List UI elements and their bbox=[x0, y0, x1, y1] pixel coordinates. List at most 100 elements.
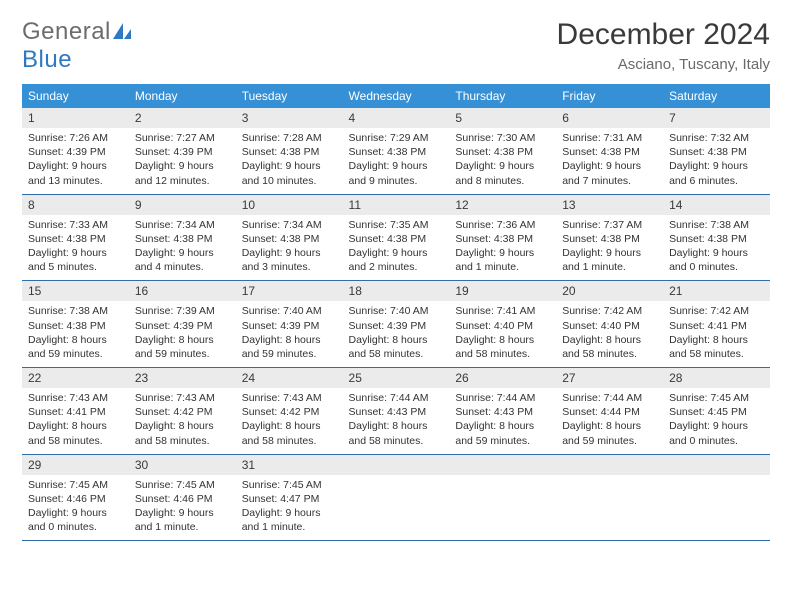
day-body-cell: Sunrise: 7:29 AMSunset: 4:38 PMDaylight:… bbox=[343, 128, 450, 194]
day-number-cell: 22 bbox=[22, 368, 129, 389]
daylight-line2: and 58 minutes. bbox=[28, 434, 123, 448]
daylight-line2: and 58 minutes. bbox=[135, 434, 230, 448]
sunset-text: Sunset: 4:43 PM bbox=[349, 405, 444, 419]
day-body-cell: Sunrise: 7:34 AMSunset: 4:38 PMDaylight:… bbox=[129, 215, 236, 281]
day-body-cell: Sunrise: 7:31 AMSunset: 4:38 PMDaylight:… bbox=[556, 128, 663, 194]
day-body-cell: Sunrise: 7:45 AMSunset: 4:46 PMDaylight:… bbox=[22, 475, 129, 541]
daylight-line1: Daylight: 9 hours bbox=[28, 159, 123, 173]
daylight-line1: Daylight: 8 hours bbox=[455, 419, 550, 433]
day-body-cell: Sunrise: 7:38 AMSunset: 4:38 PMDaylight:… bbox=[22, 301, 129, 367]
day-body-cell: Sunrise: 7:44 AMSunset: 4:43 PMDaylight:… bbox=[449, 388, 556, 454]
daylight-line2: and 13 minutes. bbox=[28, 174, 123, 188]
day-number-cell bbox=[556, 454, 663, 475]
day-body-cell: Sunrise: 7:40 AMSunset: 4:39 PMDaylight:… bbox=[343, 301, 450, 367]
sunset-text: Sunset: 4:42 PM bbox=[135, 405, 230, 419]
sunset-text: Sunset: 4:38 PM bbox=[562, 145, 657, 159]
day-number-row: 15161718192021 bbox=[22, 281, 770, 302]
sunrise-text: Sunrise: 7:34 AM bbox=[242, 218, 337, 232]
daylight-line2: and 59 minutes. bbox=[562, 434, 657, 448]
day-body-row: Sunrise: 7:38 AMSunset: 4:38 PMDaylight:… bbox=[22, 301, 770, 367]
sunrise-text: Sunrise: 7:44 AM bbox=[562, 391, 657, 405]
daylight-line2: and 58 minutes. bbox=[455, 347, 550, 361]
sunset-text: Sunset: 4:43 PM bbox=[455, 405, 550, 419]
day-body-cell: Sunrise: 7:41 AMSunset: 4:40 PMDaylight:… bbox=[449, 301, 556, 367]
sunset-text: Sunset: 4:38 PM bbox=[349, 145, 444, 159]
day-number-cell: 25 bbox=[343, 368, 450, 389]
sunset-text: Sunset: 4:46 PM bbox=[28, 492, 123, 506]
day-number-cell: 11 bbox=[343, 194, 450, 215]
daylight-line2: and 58 minutes. bbox=[349, 347, 444, 361]
daylight-line1: Daylight: 8 hours bbox=[349, 419, 444, 433]
daylight-line1: Daylight: 8 hours bbox=[455, 333, 550, 347]
day-body-cell: Sunrise: 7:34 AMSunset: 4:38 PMDaylight:… bbox=[236, 215, 343, 281]
sunrise-text: Sunrise: 7:30 AM bbox=[455, 131, 550, 145]
daylight-line2: and 1 minute. bbox=[562, 260, 657, 274]
day-number-cell: 18 bbox=[343, 281, 450, 302]
day-body-cell: Sunrise: 7:42 AMSunset: 4:40 PMDaylight:… bbox=[556, 301, 663, 367]
daylight-line2: and 4 minutes. bbox=[135, 260, 230, 274]
daylight-line1: Daylight: 9 hours bbox=[455, 246, 550, 260]
daylight-line2: and 5 minutes. bbox=[28, 260, 123, 274]
day-number-cell: 19 bbox=[449, 281, 556, 302]
daylight-line1: Daylight: 9 hours bbox=[669, 419, 764, 433]
sunrise-text: Sunrise: 7:26 AM bbox=[28, 131, 123, 145]
sunrise-text: Sunrise: 7:39 AM bbox=[135, 304, 230, 318]
sunset-text: Sunset: 4:38 PM bbox=[349, 232, 444, 246]
location-subtitle: Asciano, Tuscany, Italy bbox=[557, 56, 770, 73]
daylight-line1: Daylight: 8 hours bbox=[562, 333, 657, 347]
sunset-text: Sunset: 4:38 PM bbox=[455, 145, 550, 159]
sunrise-text: Sunrise: 7:42 AM bbox=[562, 304, 657, 318]
sunset-text: Sunset: 4:41 PM bbox=[669, 319, 764, 333]
day-number-row: 22232425262728 bbox=[22, 368, 770, 389]
day-body-cell: Sunrise: 7:39 AMSunset: 4:39 PMDaylight:… bbox=[129, 301, 236, 367]
day-number-cell: 2 bbox=[129, 108, 236, 128]
sunset-text: Sunset: 4:39 PM bbox=[242, 319, 337, 333]
daylight-line2: and 3 minutes. bbox=[242, 260, 337, 274]
daylight-line1: Daylight: 9 hours bbox=[242, 246, 337, 260]
day-number-cell: 29 bbox=[22, 454, 129, 475]
sunrise-text: Sunrise: 7:34 AM bbox=[135, 218, 230, 232]
sunrise-text: Sunrise: 7:40 AM bbox=[349, 304, 444, 318]
daylight-line2: and 6 minutes. bbox=[669, 174, 764, 188]
sunset-text: Sunset: 4:45 PM bbox=[669, 405, 764, 419]
day-body-cell: Sunrise: 7:43 AMSunset: 4:42 PMDaylight:… bbox=[129, 388, 236, 454]
sunset-text: Sunset: 4:39 PM bbox=[135, 145, 230, 159]
day-body-cell: Sunrise: 7:28 AMSunset: 4:38 PMDaylight:… bbox=[236, 128, 343, 194]
day-number-row: 1234567 bbox=[22, 108, 770, 128]
sunset-text: Sunset: 4:40 PM bbox=[562, 319, 657, 333]
day-number-cell: 12 bbox=[449, 194, 556, 215]
daylight-line1: Daylight: 9 hours bbox=[349, 159, 444, 173]
day-body-cell: Sunrise: 7:35 AMSunset: 4:38 PMDaylight:… bbox=[343, 215, 450, 281]
daylight-line1: Daylight: 8 hours bbox=[669, 333, 764, 347]
daylight-line1: Daylight: 8 hours bbox=[242, 333, 337, 347]
daylight-line2: and 2 minutes. bbox=[349, 260, 444, 274]
day-body-cell bbox=[449, 475, 556, 541]
day-body-cell: Sunrise: 7:40 AMSunset: 4:39 PMDaylight:… bbox=[236, 301, 343, 367]
day-number-cell: 21 bbox=[663, 281, 770, 302]
day-number-cell bbox=[663, 454, 770, 475]
daylight-line2: and 0 minutes. bbox=[28, 520, 123, 534]
day-number-cell: 23 bbox=[129, 368, 236, 389]
daylight-line1: Daylight: 9 hours bbox=[669, 159, 764, 173]
sunset-text: Sunset: 4:44 PM bbox=[562, 405, 657, 419]
sunrise-text: Sunrise: 7:37 AM bbox=[562, 218, 657, 232]
daylight-line1: Daylight: 9 hours bbox=[135, 506, 230, 520]
daylight-line2: and 7 minutes. bbox=[562, 174, 657, 188]
day-body-row: Sunrise: 7:26 AM Sunset: 4:39 PM Daylight:… bbox=[22, 128, 770, 194]
sunrise-text: Sunrise: 7:38 AM bbox=[669, 218, 764, 232]
sunset-text: Sunset: 4:38 PM bbox=[669, 232, 764, 246]
sunrise-text: Sunrise: 7:31 AM bbox=[562, 131, 657, 145]
daylight-line1: Daylight: 8 hours bbox=[28, 419, 123, 433]
day-number-cell: 17 bbox=[236, 281, 343, 302]
day-body-cell bbox=[663, 475, 770, 541]
day-number-cell bbox=[343, 454, 450, 475]
logo: General Blue bbox=[22, 18, 133, 74]
daylight-line1: Daylight: 8 hours bbox=[28, 333, 123, 347]
day-number-cell: 31 bbox=[236, 454, 343, 475]
day-number-cell: 15 bbox=[22, 281, 129, 302]
day-body-cell: Sunrise: 7:44 AMSunset: 4:43 PMDaylight:… bbox=[343, 388, 450, 454]
day-number-cell: 6 bbox=[556, 108, 663, 128]
daylight-line1: Daylight: 9 hours bbox=[669, 246, 764, 260]
daylight-line2: and 58 minutes. bbox=[669, 347, 764, 361]
day-body-cell: Sunrise: 7:38 AMSunset: 4:38 PMDaylight:… bbox=[663, 215, 770, 281]
